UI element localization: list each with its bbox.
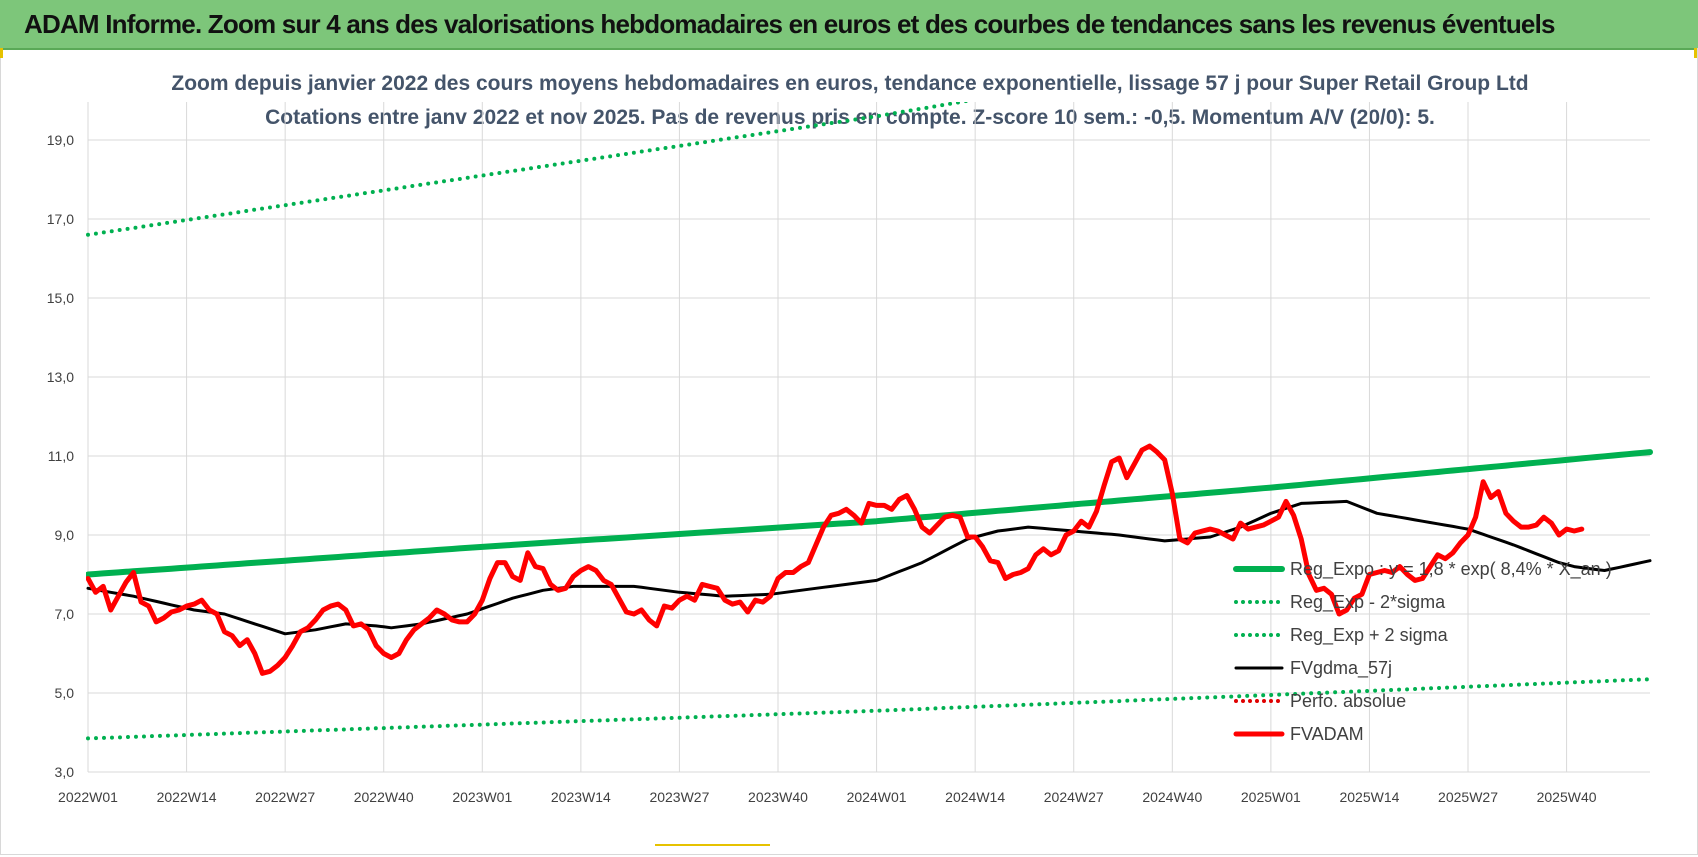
y-tick-label: 5,0: [55, 685, 75, 701]
chart-title: Zoom depuis janvier 2022 des cours moyen…: [171, 72, 1528, 95]
legend-label: Perfo. absolue: [1290, 691, 1406, 711]
y-tick-label: 9,0: [55, 527, 75, 543]
axis-labels: 3,0 5,0 7,0 9,0 11,0 13,0 15,0 17,0 19,0 2022W01 2…: [47, 132, 1597, 805]
y-tick-label: 15,0: [47, 290, 74, 306]
series-layer: [86, 102, 1653, 741]
x-tick-label: 2025W27: [1438, 789, 1498, 805]
x-tick-label: 2023W01: [452, 789, 512, 805]
series-line-fvadam: [86, 443, 1585, 676]
x-tick-label: 2023W27: [649, 789, 709, 805]
x-tick-label: 2022W14: [157, 789, 217, 805]
legend-label: Reg_Exp + 2 sigma: [1290, 625, 1449, 646]
x-tick-label: 2024W40: [1142, 789, 1202, 805]
x-tick-label: 2023W14: [551, 789, 611, 805]
legend-label: Reg_Expo : y = 1,8 * exp( 8,4% * X_an ): [1290, 559, 1612, 580]
frame-corner-mark-left: [0, 48, 3, 58]
frame-corner-mark-right: [1694, 48, 1697, 58]
report-header-bar: ADAM Informe. Zoom sur 4 ans des valoris…: [0, 0, 1698, 50]
legend-label: FVgdma_57j: [1290, 658, 1392, 679]
x-tick-label: 2025W40: [1537, 789, 1597, 805]
x-tick-label: 2023W40: [748, 789, 808, 805]
y-tick-label: 13,0: [47, 369, 74, 385]
series-line-regexp: [86, 102, 973, 237]
legend: Reg_Expo : y = 1,8 * exp( 8,4% * X_an ) R…: [1233, 559, 1612, 744]
y-tick-label: 11,0: [48, 448, 74, 464]
chart-subtitle: Cotations entre janv 2022 et nov 2025. P…: [265, 106, 1435, 129]
x-tick-label: 2024W01: [847, 789, 907, 805]
x-tick-label: 2025W01: [1241, 789, 1301, 805]
y-tick-label: 3,0: [55, 764, 75, 780]
y-tick-label: 7,0: [55, 606, 75, 622]
series-line-regexpo: [86, 449, 1653, 578]
x-tick-label: 2024W14: [945, 789, 1005, 805]
grid: [87, 102, 1650, 773]
y-tick-label: 19,0: [47, 132, 74, 148]
x-tick-label: 2025W14: [1339, 789, 1399, 805]
x-tick-label: 2022W40: [354, 789, 414, 805]
frame-corner-mark-bottom: [655, 844, 770, 846]
x-tick-label: 2022W01: [58, 789, 118, 805]
y-tick-label: 17,0: [47, 211, 74, 227]
legend-label: FVADAM: [1290, 724, 1364, 744]
legend-label: Reg_Exp - 2*sigma: [1290, 592, 1446, 613]
series-line-regexp: [86, 677, 1652, 741]
report-title: ADAM Informe. Zoom sur 4 ans des valoris…: [24, 9, 1555, 39]
x-tick-label: 2024W27: [1044, 789, 1104, 805]
series-line-fvgdma57j: [86, 499, 1652, 636]
x-tick-label: 2022W27: [255, 789, 315, 805]
